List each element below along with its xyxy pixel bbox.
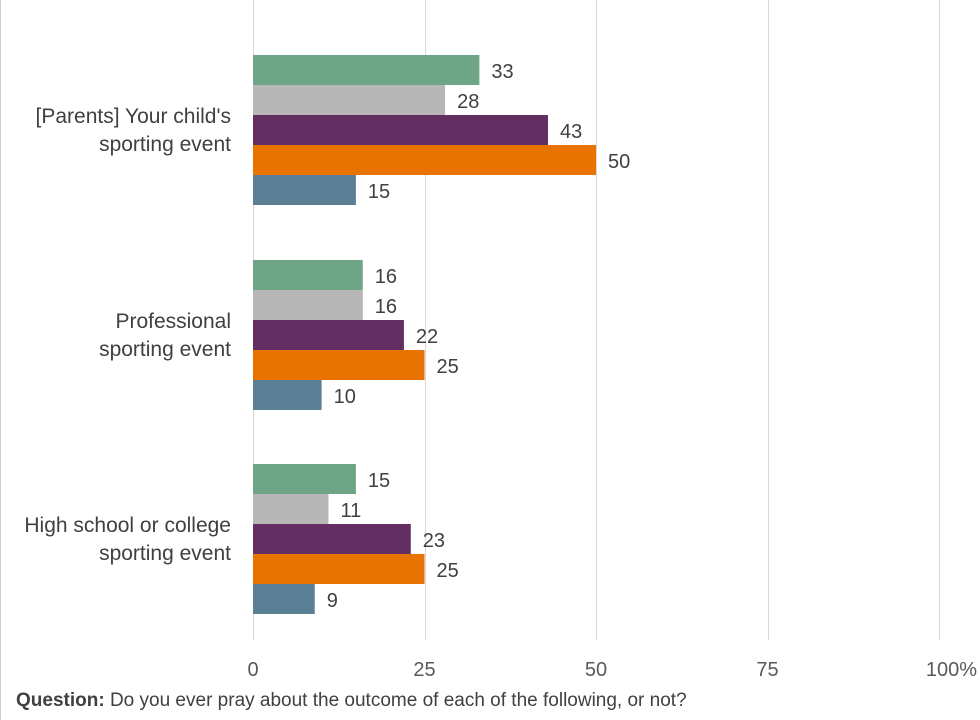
bar bbox=[253, 380, 322, 410]
category-label: sporting event bbox=[99, 133, 231, 156]
data-label: 23 bbox=[423, 530, 445, 552]
bar bbox=[253, 464, 356, 494]
data-label: 25 bbox=[437, 356, 459, 378]
category-label: Professional bbox=[115, 310, 231, 333]
category-label: sporting event bbox=[99, 542, 231, 565]
question-footnote: Question: Do you ever pray about the out… bbox=[16, 690, 687, 712]
category-label: High school or college bbox=[24, 514, 231, 537]
bar bbox=[253, 260, 363, 290]
data-label: 28 bbox=[457, 91, 479, 113]
bar bbox=[253, 350, 425, 380]
category-label: sporting event bbox=[99, 338, 231, 361]
footnote-text: Do you ever pray about the outcome of ea… bbox=[104, 690, 687, 711]
bar bbox=[253, 524, 411, 554]
x-tick-label: 75 bbox=[756, 659, 778, 681]
bar bbox=[253, 175, 356, 205]
bar bbox=[253, 55, 480, 85]
data-label: 22 bbox=[416, 326, 438, 348]
data-label: 9 bbox=[327, 590, 338, 612]
data-label: 10 bbox=[334, 386, 356, 408]
bar bbox=[253, 584, 315, 614]
bar bbox=[253, 145, 596, 175]
data-label: 15 bbox=[368, 181, 390, 203]
data-label: 11 bbox=[340, 500, 361, 522]
x-tick-label: 25 bbox=[413, 659, 435, 681]
data-label: 16 bbox=[375, 296, 397, 318]
bar bbox=[253, 115, 548, 145]
category-label: [Parents] Your child's bbox=[36, 105, 231, 128]
bar bbox=[253, 554, 425, 584]
data-label: 33 bbox=[491, 61, 513, 83]
data-label: 25 bbox=[437, 560, 459, 582]
footnote-label: Question: bbox=[16, 690, 105, 711]
data-label: 50 bbox=[608, 151, 630, 173]
x-tick-label: 0 bbox=[247, 659, 258, 681]
data-label: 15 bbox=[368, 470, 390, 492]
x-tick-label: 100% bbox=[926, 659, 977, 681]
bar bbox=[253, 320, 404, 350]
data-label: 16 bbox=[375, 266, 397, 288]
bar bbox=[253, 290, 363, 320]
bar bbox=[253, 85, 446, 115]
data-label: 43 bbox=[560, 121, 582, 143]
x-tick-label: 50 bbox=[585, 659, 607, 681]
bar bbox=[253, 494, 329, 524]
